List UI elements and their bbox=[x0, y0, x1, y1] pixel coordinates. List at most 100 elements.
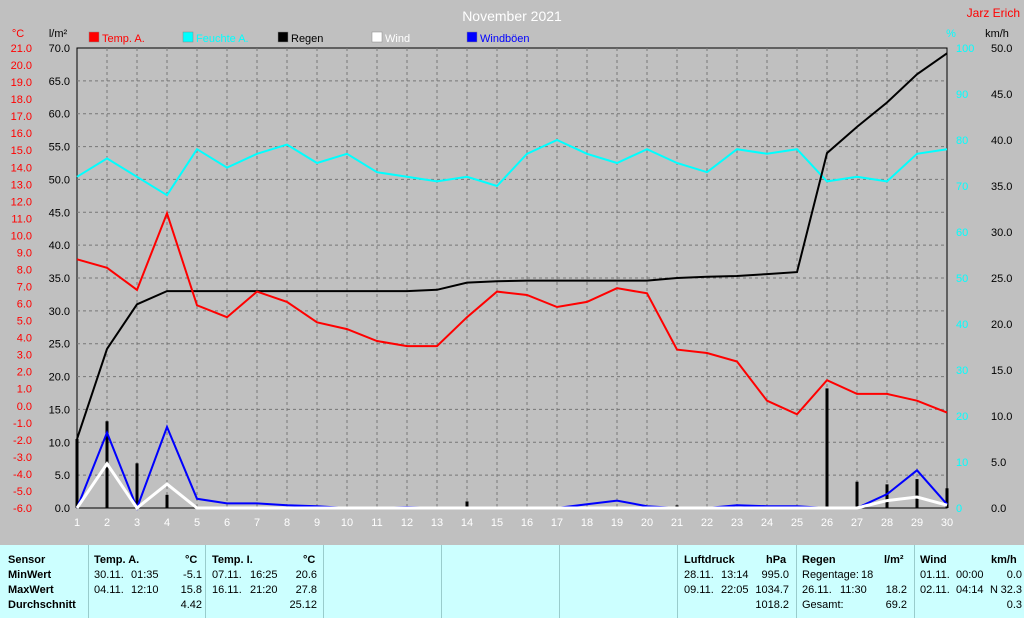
x-tick-label: 24 bbox=[761, 517, 773, 529]
x-tick-label: 2 bbox=[104, 517, 110, 529]
humidity-tick-label: 80 bbox=[956, 135, 968, 147]
x-tick-label: 25 bbox=[791, 517, 803, 529]
x-tick-label: 30 bbox=[941, 517, 953, 529]
temp-a-avg: 4.42 bbox=[180, 599, 202, 611]
wind-tick-label: 15.0 bbox=[991, 365, 1012, 377]
temp-tick-label: 10.0 bbox=[11, 230, 32, 242]
wind-tick-label: 30.0 bbox=[991, 227, 1012, 239]
temp-i-avg: 25.12 bbox=[289, 599, 317, 611]
humidity-tick-label: 10 bbox=[956, 457, 968, 469]
row-max: MaxWert bbox=[8, 584, 54, 596]
temp-tick-label: 6.0 bbox=[17, 299, 32, 311]
header-temp-a-unit: °C bbox=[185, 554, 198, 566]
header-wind: Wind bbox=[920, 554, 947, 566]
rain-max-time: 11:30 bbox=[840, 584, 867, 596]
temp-tick-label: -3.0 bbox=[13, 452, 32, 464]
rain-tick-label: 30.0 bbox=[49, 306, 70, 318]
chart-axes: 21.020.019.018.017.016.015.014.013.012.0… bbox=[11, 28, 1013, 529]
x-tick-label: 27 bbox=[851, 517, 863, 529]
summary-table: Sensor MinWert MaxWert Durchschnitt Temp… bbox=[0, 545, 1024, 618]
temp-tick-label: -2.0 bbox=[13, 435, 32, 447]
x-tick-label: 18 bbox=[581, 517, 593, 529]
rain-daily-bar bbox=[945, 488, 949, 508]
temp-tick-label: 0.0 bbox=[17, 401, 32, 413]
temp-a-min-date: 30.11. bbox=[94, 569, 124, 581]
temp-tick-label: 11.0 bbox=[11, 213, 32, 225]
rain-tick-label: 10.0 bbox=[49, 437, 70, 449]
humidity-tick-label: 20 bbox=[956, 411, 968, 423]
rain-tick-label: 35.0 bbox=[49, 273, 70, 285]
temp-a-min-val: -5.1 bbox=[183, 569, 202, 581]
temp-tick-label: 9.0 bbox=[17, 247, 32, 259]
rain-days-label: Regentage: bbox=[802, 569, 859, 581]
temp-tick-label: 17.0 bbox=[11, 111, 32, 123]
temp-tick-label: 12.0 bbox=[11, 196, 32, 208]
x-tick-label: 23 bbox=[731, 517, 743, 529]
pressure-min-val: 995.0 bbox=[761, 569, 789, 581]
chart-grid bbox=[76, 47, 948, 509]
pressure-max-val: 1034.7 bbox=[755, 584, 789, 596]
rain-tick-label: 50.0 bbox=[49, 174, 70, 186]
pressure-avg: 1018.2 bbox=[755, 599, 789, 611]
temp-i-min-date: 07.11. bbox=[212, 569, 242, 581]
rain-daily-bar bbox=[135, 463, 139, 508]
wind-tick-label: 5.0 bbox=[991, 457, 1006, 469]
x-tick-label: 6 bbox=[224, 517, 230, 529]
header-temp-i: Temp. I. bbox=[212, 554, 253, 566]
wind-tick-label: 45.0 bbox=[991, 89, 1012, 101]
header-wind-unit: km/h bbox=[991, 554, 1017, 566]
humidity-tick-label: 90 bbox=[956, 89, 968, 101]
x-tick-label: 15 bbox=[491, 517, 503, 529]
wind-tick-label: 40.0 bbox=[991, 135, 1012, 147]
rain-tick-label: 0.0 bbox=[55, 503, 70, 515]
x-tick-label: 12 bbox=[401, 517, 413, 529]
temp-tick-label: 8.0 bbox=[17, 264, 32, 276]
header-rain-unit: l/m² bbox=[884, 554, 904, 566]
legend-label: Temp. A. bbox=[102, 33, 145, 45]
temp-tick-label: 1.0 bbox=[17, 384, 32, 396]
temp-tick-label: 13.0 bbox=[11, 179, 32, 191]
x-tick-label: 9 bbox=[314, 517, 320, 529]
x-tick-label: 20 bbox=[641, 517, 653, 529]
header-rain: Regen bbox=[802, 554, 836, 566]
x-tick-label: 7 bbox=[254, 517, 260, 529]
temp-tick-label: 3.0 bbox=[17, 350, 32, 362]
x-tick-label: 1 bbox=[74, 517, 80, 529]
x-tick-label: 22 bbox=[701, 517, 713, 529]
header-temp-i-unit: °C bbox=[303, 554, 316, 566]
humidity-tick-label: 40 bbox=[956, 319, 968, 331]
temp-tick-label: 19.0 bbox=[11, 77, 32, 89]
temp-tick-label: 15.0 bbox=[11, 145, 32, 157]
temp-i-min-val: 20.6 bbox=[295, 569, 317, 581]
x-tick-label: 4 bbox=[164, 517, 170, 529]
chart-title: November 2021 bbox=[462, 8, 562, 24]
rain-tick-label: 5.0 bbox=[55, 470, 70, 482]
temp-tick-label: 14.0 bbox=[11, 162, 32, 174]
wind-max-dir: N bbox=[990, 584, 998, 596]
wind-max-time: 04:14 bbox=[956, 584, 984, 596]
x-tick-label: 26 bbox=[821, 517, 833, 529]
temp-i-max-val: 27.8 bbox=[295, 584, 317, 596]
rain-daily-bar bbox=[165, 494, 169, 508]
legend-swatch bbox=[371, 31, 383, 43]
temp-tick-label: 7.0 bbox=[17, 282, 32, 294]
wind-min-time: 00:00 bbox=[956, 569, 984, 581]
x-tick-label: 13 bbox=[431, 517, 443, 529]
rain-max-val: 18.2 bbox=[885, 584, 907, 596]
legend-swatch bbox=[88, 31, 100, 43]
wind-tick-label: 10.0 bbox=[991, 411, 1012, 423]
series-line-temp-a- bbox=[76, 210, 948, 416]
header-temp-a: Temp. A. bbox=[94, 554, 140, 566]
rain-tick-label: 55.0 bbox=[49, 142, 70, 154]
wind-min-val: 0.0 bbox=[1006, 569, 1022, 581]
wind-tick-label: 35.0 bbox=[991, 181, 1012, 193]
temp-tick-label: -4.0 bbox=[13, 469, 32, 481]
chart-lines bbox=[75, 52, 948, 511]
humidity-unit-label: % bbox=[946, 28, 956, 40]
temp-tick-label: -6.0 bbox=[13, 503, 32, 515]
wind-min-date: 01.11. bbox=[920, 569, 950, 581]
temp-tick-label: -1.0 bbox=[13, 418, 32, 430]
temp-a-max-time: 12:10 bbox=[131, 584, 159, 596]
rain-daily-bar bbox=[825, 388, 829, 508]
humidity-tick-label: 70 bbox=[956, 181, 968, 193]
